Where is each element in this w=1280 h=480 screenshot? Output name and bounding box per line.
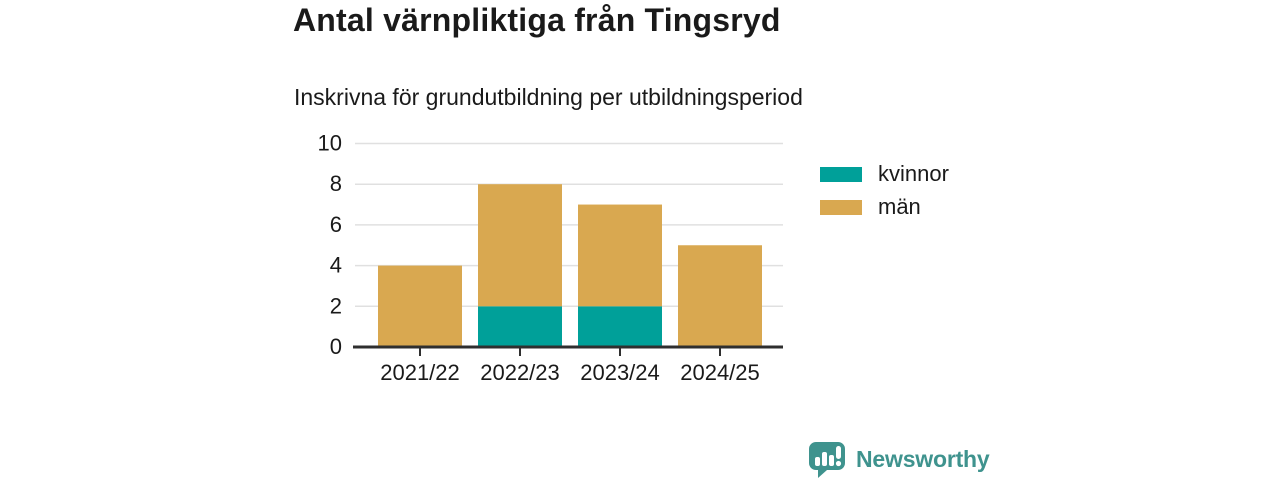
legend-label: kvinnor xyxy=(878,161,949,186)
y-axis-tick-label: 10 xyxy=(318,131,342,156)
newsworthy-logo-text: Newsworthy xyxy=(856,445,990,472)
bar-segment-män xyxy=(478,184,562,307)
legend-swatch-kvinnor xyxy=(820,166,862,182)
bar-segment-kvinnor xyxy=(578,306,662,347)
legend-label: män xyxy=(878,194,921,219)
legend-item-män: män xyxy=(820,195,949,219)
bar-segment-män xyxy=(378,265,462,347)
y-axis-tick-label: 0 xyxy=(330,334,342,359)
x-axis-tick-label: 2021/22 xyxy=(380,360,460,385)
chart-subtitle: Inskrivna för grundutbildning per utbild… xyxy=(294,84,803,110)
legend-item-kvinnor: kvinnor xyxy=(820,162,949,186)
bar-segment-män xyxy=(678,245,762,347)
bar-segment-män xyxy=(578,204,662,307)
x-axis-tick-label: 2023/24 xyxy=(580,360,660,385)
newsworthy-logo[interactable]: Newsworthy xyxy=(807,440,990,478)
bar-chart: 2021/22 2022/23 2023/24 2024/25 0 2 4 6 8 10 xyxy=(318,131,783,385)
legend-swatch-män xyxy=(820,199,862,215)
y-axis-tick-label: 6 xyxy=(330,212,342,237)
bar-segment-kvinnor xyxy=(478,306,562,347)
x-axis-tick-label: 2024/25 xyxy=(680,360,760,385)
y-axis-tick-label: 4 xyxy=(330,253,342,278)
newsworthy-speech-bubble-barchart-icon xyxy=(809,442,845,478)
y-axis-tick-label: 8 xyxy=(330,171,342,196)
chart-legend: kvinnor män xyxy=(820,162,949,219)
y-axis-tick-label: 2 xyxy=(330,293,342,318)
chart-title: Antal värnpliktiga från Tingsryd xyxy=(293,2,781,38)
x-axis-tick-label: 2022/23 xyxy=(480,360,560,385)
